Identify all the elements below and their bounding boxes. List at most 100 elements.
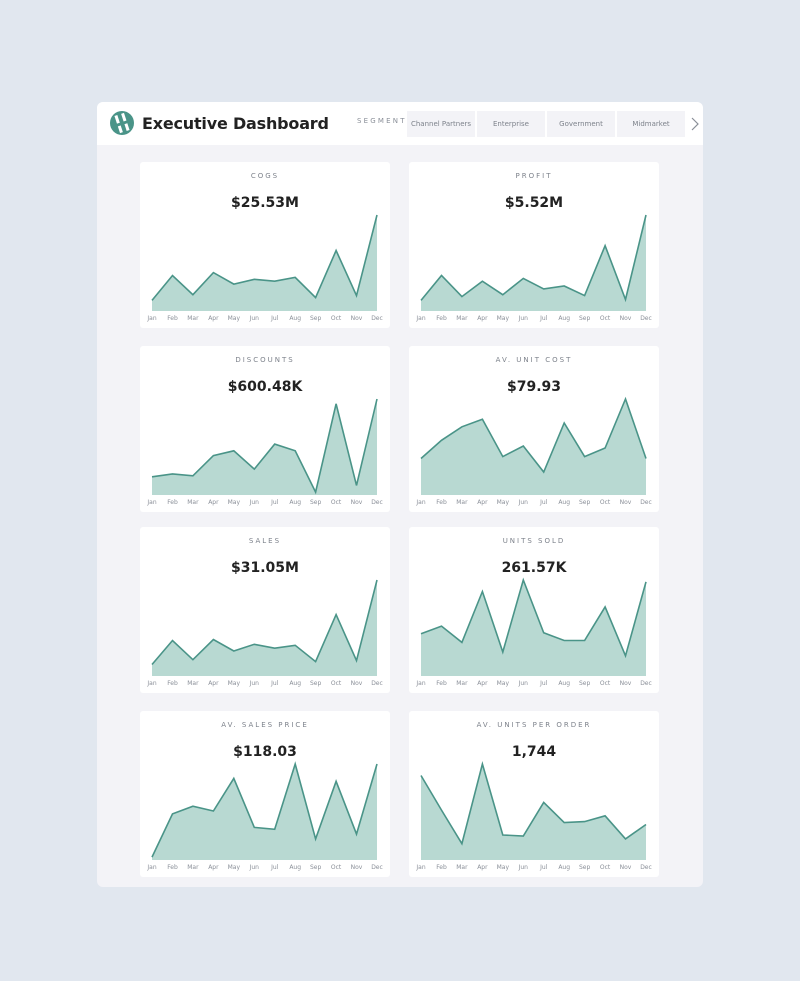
x-tick-label: Mar [187,315,199,322]
x-tick-label: Sep [309,680,322,687]
kpi-card-av-units-per-order[interactable]: AV. UNITS PER ORDER 1,744 Jan Feb Mar Apr Ma… [409,711,659,877]
kpi-label: AV. SALES PRICE [221,721,309,729]
x-tick-label: Feb [436,499,447,506]
area-fill [152,764,377,860]
x-axis: Jan Feb Mar Apr May Jun Jul Aug Sep Oct Nov Dec [409,315,659,325]
kpi-card-units-sold[interactable]: UNITS SOLD 261.57K Jan Feb Mar Apr May Jun Jul… [409,527,659,693]
kpi-card-sales[interactable]: SALES $31.05M Jan Feb Mar Apr May Jun Jul Aug Se… [140,527,390,693]
x-tick-label: Oct [330,864,342,871]
kpi-card-av-sales-price[interactable]: AV. SALES PRICE $118.03 Jan Feb Mar Apr May J… [140,711,390,877]
x-tick-label: Aug [289,499,302,506]
kpi-value: $79.93 [506,379,562,395]
x-tick-label: Dec [371,499,383,506]
x-tick-label: Apr [477,315,488,322]
kpi-card-av-unit-cost[interactable]: AV. UNIT COST $79.93 Jan Feb Mar Apr May Jun J… [409,346,659,512]
x-tick-label: Apr [477,499,488,506]
x-tick-label: May [496,315,509,322]
segment-government[interactable]: Government [547,111,615,137]
x-tick-label: Oct [330,315,342,322]
x-tick-label: Jul [540,680,548,687]
area-fill [152,580,377,676]
x-tick-label: Nov [350,315,363,322]
area-line [420,760,647,846]
kpi-value: $31.05M [231,560,299,576]
area-fill [421,764,646,860]
x-tick-label: Sep [578,499,591,506]
x-tick-label: Feb [436,864,447,871]
kpi-label: SALES [248,537,282,545]
logo-icon [110,111,134,135]
x-tick-label: Feb [167,315,178,322]
x-tick-label: Oct [330,499,342,506]
x-axis: Jan Feb Mar Apr May Jun Jul Aug Sep Oct Nov Dec [409,680,659,690]
x-tick-label: Jul [271,499,279,506]
segment-enterprise[interactable]: Enterprise [477,111,545,137]
x-tick-label: Feb [436,680,447,687]
kpi-value: $600.48K [227,379,303,395]
x-tick-label: Nov [619,499,632,506]
x-tick-label: Jan [147,864,157,871]
chevron-right-icon[interactable] [689,115,701,133]
kpi-label: AV. UNIT COST [495,356,573,364]
kpi-value: $5.52M [504,195,564,211]
x-axis: Jan Feb Mar Apr May Jun Jul Aug Sep Oct Nov Dec [140,680,390,690]
kpi-label: AV. UNITS PER ORDER [476,721,592,729]
area-line [151,214,378,301]
area-chart [420,396,647,495]
x-tick-label: Jun [518,864,528,871]
area-line [420,577,647,659]
x-tick-label: Aug [558,499,571,506]
area-fill [421,399,646,495]
kpi-label: UNITS SOLD [502,537,566,545]
segment-label: SEGMENT [357,117,407,125]
x-axis: Jan Feb Mar Apr May Jun Jul Aug Sep Oct Nov Dec [140,315,390,325]
x-tick-label: Dec [640,315,652,322]
x-tick-label: Sep [309,315,322,322]
area-chart [151,398,378,495]
x-tick-label: Jan [147,315,157,322]
x-tick-label: Jan [416,315,426,322]
x-tick-label: Mar [187,680,199,687]
x-tick-label: Jun [249,499,259,506]
kpi-value: $25.53M [231,195,299,211]
x-tick-label: Aug [289,680,302,687]
x-tick-label: Feb [436,315,447,322]
x-tick-label: Jul [271,680,279,687]
kpi-value: 1,744 [511,744,557,760]
x-tick-label: May [227,864,240,871]
kpi-card-cogs[interactable]: COGS $25.53M Jan Feb Mar Apr May Jun Jul Aug Sep… [140,162,390,328]
x-tick-label: May [496,499,509,506]
x-tick-label: Jun [518,499,528,506]
x-tick-label: Feb [167,680,178,687]
x-tick-label: Dec [640,499,652,506]
x-tick-label: Nov [350,499,363,506]
area-chart [420,577,647,676]
x-tick-label: Jul [271,315,279,322]
x-tick-label: Oct [599,680,611,687]
x-axis: Jan Feb Mar Apr May Jun Jul Aug Sep Oct Nov Dec [140,864,390,874]
x-tick-label: Mar [456,864,468,871]
x-tick-label: Jan [416,680,426,687]
x-tick-label: Jul [540,499,548,506]
x-tick-label: Mar [456,315,468,322]
kpi-card-profit[interactable]: PROFIT $5.52M Jan Feb Mar Apr May Jun Jul Aug Se… [409,162,659,328]
x-tick-label: Dec [371,680,383,687]
segment-midmarket[interactable]: Midmarket [617,111,685,137]
x-tick-label: Mar [456,680,468,687]
area-chart [151,214,378,311]
x-axis: Jan Feb Mar Apr May Jun Jul Aug Sep Oct Nov Dec [140,499,390,509]
kpi-value: $118.03 [233,744,297,760]
segment-channel-partners[interactable]: Channel Partners [407,111,475,137]
x-tick-label: Sep [578,315,591,322]
area-fill [152,399,377,495]
x-tick-label: Jun [249,864,259,871]
dashboard-panel: Executive Dashboard SEGMENT Channel Part… [97,102,703,887]
kpi-card-discounts[interactable]: DISCOUNTS $600.48K Jan Feb Mar Apr May Jun Jul… [140,346,390,512]
x-tick-label: Aug [558,315,571,322]
x-axis: Jan Feb Mar Apr May Jun Jul Aug Sep Oct Nov Dec [409,499,659,509]
x-tick-label: Apr [208,499,219,506]
x-tick-label: Dec [640,864,652,871]
x-tick-label: Sep [309,864,322,871]
x-tick-label: Jan [416,864,426,871]
x-tick-label: May [227,315,240,322]
